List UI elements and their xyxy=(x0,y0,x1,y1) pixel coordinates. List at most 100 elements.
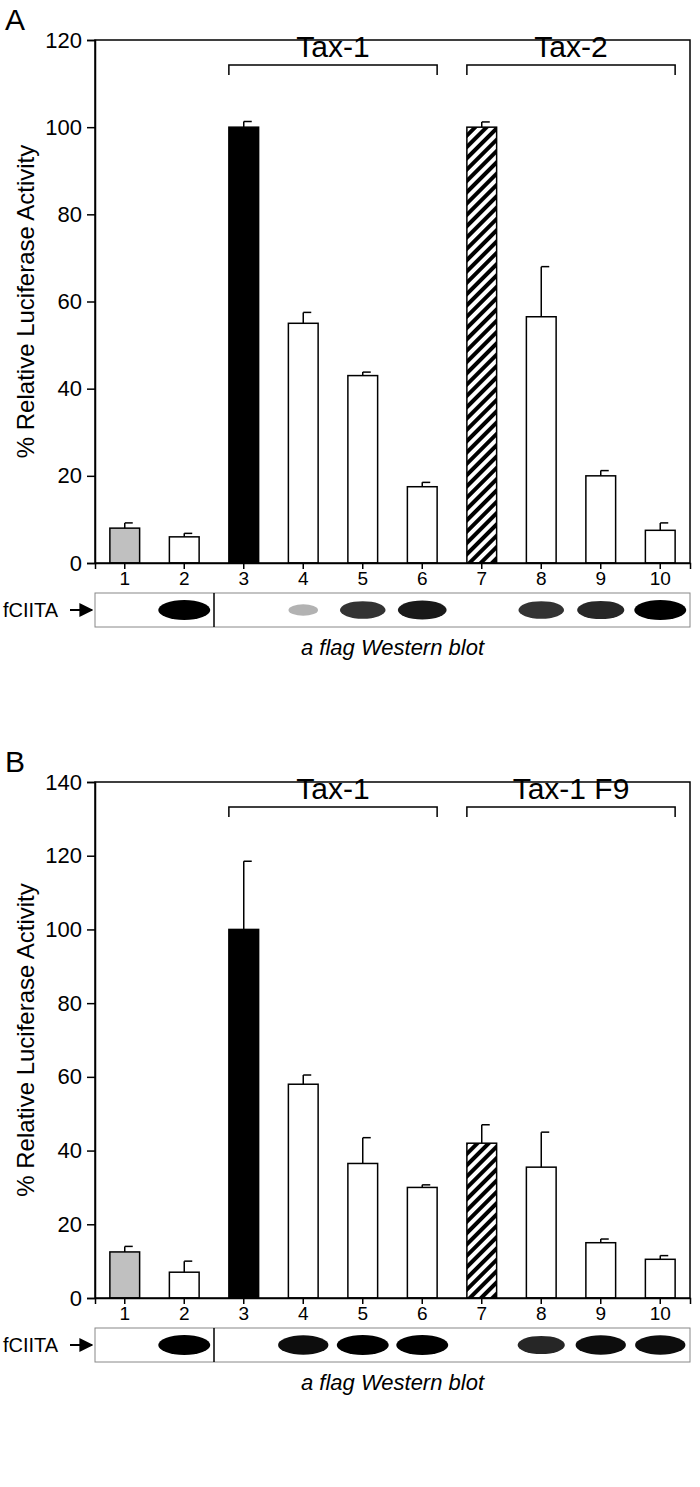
bar xyxy=(110,1252,140,1298)
tick: 9 xyxy=(595,563,606,589)
error-bar xyxy=(303,1075,311,1084)
western-blot: fCIITAa flag Western blot xyxy=(3,593,690,660)
tick-mark xyxy=(87,301,95,303)
blot-band xyxy=(234,1341,254,1349)
blot-band xyxy=(396,1335,448,1355)
panel-title: A xyxy=(5,3,25,36)
error-bar xyxy=(125,1246,133,1252)
tick-label: 60 xyxy=(58,289,82,314)
tick-label: 1 xyxy=(119,1303,130,1324)
blot-label: fCIITA xyxy=(3,1334,59,1356)
bar xyxy=(229,929,259,1298)
blot-frame xyxy=(95,1328,690,1362)
blot-band xyxy=(288,604,318,616)
tick-label: 140 xyxy=(45,770,82,795)
tick-label: 6 xyxy=(417,568,428,589)
error-bar xyxy=(482,122,490,127)
plot-area xyxy=(110,861,675,1298)
bracket-line xyxy=(467,807,675,817)
error-bar xyxy=(125,523,133,528)
tick-label: 4 xyxy=(298,568,309,589)
tick: 6 xyxy=(417,563,428,589)
blot-arrow xyxy=(70,609,92,611)
group-bracket: Tax-1 F9 xyxy=(467,772,675,817)
blot-band xyxy=(576,1335,626,1354)
axis-line xyxy=(87,41,96,564)
error-bar xyxy=(244,122,252,128)
bar xyxy=(526,1167,556,1298)
plot-frame xyxy=(95,782,690,1298)
error-bar xyxy=(363,1138,371,1164)
error-cap xyxy=(660,522,668,524)
blot-band xyxy=(115,1341,135,1349)
error-bar xyxy=(303,312,311,323)
tick-label: 20 xyxy=(58,1212,82,1237)
blot-caption: a flag Western blot xyxy=(301,1370,485,1395)
error-cap xyxy=(541,266,549,268)
tick: 2 xyxy=(179,1298,190,1324)
group-bracket: Tax-2 xyxy=(467,30,675,75)
error-line xyxy=(541,267,543,317)
x-axis: 12345678910 xyxy=(96,1298,691,1324)
error-cap xyxy=(125,522,133,524)
tick: 3 xyxy=(238,1298,249,1324)
bar xyxy=(467,1143,497,1298)
group-label: Tax-1 xyxy=(296,772,369,805)
tick: 8 xyxy=(536,1298,547,1324)
error-bar xyxy=(363,372,371,375)
tick: 5 xyxy=(357,563,368,589)
tick-mark xyxy=(87,855,95,857)
error-cap xyxy=(541,1131,549,1133)
error-line xyxy=(541,1132,543,1167)
blot-divider xyxy=(213,1328,215,1362)
error-bar xyxy=(422,482,430,486)
tick-mark xyxy=(87,1298,95,1300)
bracket-line xyxy=(467,65,675,75)
blot-band xyxy=(472,1341,492,1349)
bar xyxy=(229,127,259,563)
tick: 120 xyxy=(45,843,95,868)
panel-title: B xyxy=(5,745,25,778)
blot-band xyxy=(234,606,254,614)
error-cap xyxy=(482,121,490,123)
tick: 40 xyxy=(58,1138,95,1163)
bar xyxy=(348,1163,378,1298)
error-line xyxy=(124,1246,126,1252)
bracket-line xyxy=(229,65,437,75)
tick: 7 xyxy=(476,563,487,589)
tick-label: 100 xyxy=(45,115,82,140)
tick-mark xyxy=(87,40,95,42)
tick-label: 6 xyxy=(417,1303,428,1324)
tick-mark xyxy=(87,476,95,478)
error-line xyxy=(243,861,245,929)
group-bracket: Tax-1 xyxy=(229,30,437,75)
bar xyxy=(586,476,616,563)
tick-label: 80 xyxy=(58,991,82,1016)
error-cap xyxy=(244,121,252,123)
tick: 140 xyxy=(45,770,95,795)
error-bar xyxy=(482,1125,490,1143)
tick-label: 7 xyxy=(476,1303,487,1324)
tick: 10 xyxy=(650,1298,671,1324)
tick-mark xyxy=(87,214,95,216)
tick-mark xyxy=(87,1003,95,1005)
blot-band xyxy=(472,606,492,614)
tick-label: 60 xyxy=(58,1064,82,1089)
error-bar xyxy=(422,1185,430,1188)
y-axis: 020406080100120140 xyxy=(45,770,95,1311)
error-cap xyxy=(125,1246,133,1248)
blot-band xyxy=(340,601,386,619)
tick-label: 0 xyxy=(70,1286,82,1311)
error-line xyxy=(481,122,483,127)
tick: 100 xyxy=(45,115,95,140)
tick-mark xyxy=(87,1150,95,1152)
plot-area xyxy=(110,122,675,563)
error-line xyxy=(600,471,602,476)
bar xyxy=(407,1187,437,1298)
tick-mark xyxy=(87,929,95,931)
blot-band xyxy=(634,600,686,620)
tick: 60 xyxy=(58,289,95,314)
bracket-line xyxy=(229,807,437,817)
tick-label: 9 xyxy=(595,568,606,589)
bar xyxy=(169,1272,199,1298)
